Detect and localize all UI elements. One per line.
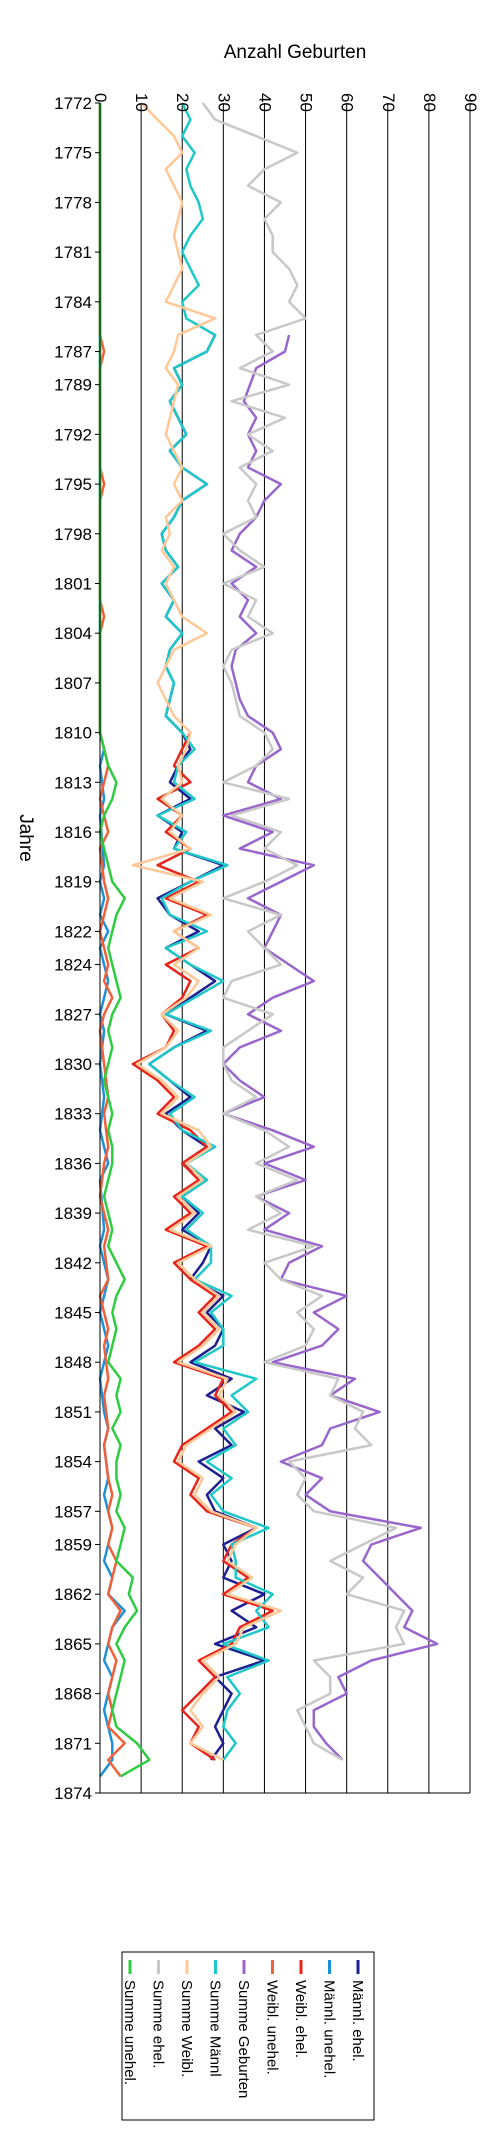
legend-label: Weibl. ehel. xyxy=(292,1980,309,2058)
legend-item: Summe Weibl. xyxy=(178,1960,195,2077)
year-tick-label: 1848 xyxy=(54,1353,92,1372)
year-tick-label: 1778 xyxy=(54,193,92,212)
legend-item: Männl. ehel. xyxy=(349,1960,366,2062)
value-tick-label: 90 xyxy=(461,93,480,112)
year-tick-label: 1871 xyxy=(54,1734,92,1753)
year-tick-label: 1798 xyxy=(54,525,92,544)
legend-item: Summe ehel. xyxy=(150,1960,167,2068)
year-tick-label: 1874 xyxy=(54,1784,92,1803)
year-tick-label: 1784 xyxy=(54,293,92,312)
year-tick-label: 1795 xyxy=(54,475,92,494)
value-tick-label: 40 xyxy=(255,93,274,112)
year-tick-label: 1854 xyxy=(54,1453,92,1472)
value-gridlines xyxy=(99,103,471,1793)
year-tick-label: 1772 xyxy=(54,94,92,113)
year-axis-title: Jahre xyxy=(15,814,36,862)
value-tick-label: 0 xyxy=(91,93,110,102)
year-tick-label: 1868 xyxy=(54,1685,92,1704)
value-tick-label: 20 xyxy=(173,93,192,112)
year-tick-label: 1845 xyxy=(54,1304,92,1323)
value-tick-label: 70 xyxy=(379,93,398,112)
legend-item: Weibl. unehel. xyxy=(264,1960,281,2075)
legend-item: Summe Geburten xyxy=(235,1960,252,2098)
year-tick-label: 1807 xyxy=(54,674,92,693)
value-tick-label: 80 xyxy=(420,93,439,112)
axes: 0 10 20 30 40 50 60 70 80 90 1772 1775 1778 1781 1784 1… xyxy=(54,93,480,1803)
legend-item: Weibl. ehel. xyxy=(292,1960,309,2058)
year-tick-label: 1865 xyxy=(54,1635,92,1654)
value-tick-label: 60 xyxy=(338,93,357,112)
year-tick-label: 1862 xyxy=(54,1585,92,1604)
series-lines xyxy=(98,102,439,1778)
series-line-2 xyxy=(131,732,274,1761)
legend-item: Männl. unehel. xyxy=(321,1960,338,2078)
value-tick-label: 30 xyxy=(214,93,233,112)
legend-box xyxy=(121,1951,375,2121)
legend-label: Summe Männl xyxy=(207,1980,224,2077)
legend-item: Summe unehel. xyxy=(121,1960,138,2085)
year-tick-label: 1842 xyxy=(54,1254,92,1273)
year-tick-label: 1819 xyxy=(54,873,92,892)
year-tick-label: 1781 xyxy=(54,243,92,262)
legend-label: Summe Geburten xyxy=(235,1980,252,2098)
value-tick-label: 10 xyxy=(132,93,151,112)
year-tick-label: 1839 xyxy=(54,1204,92,1223)
year-tick-label: 1851 xyxy=(54,1403,92,1422)
year-tick-label: 1787 xyxy=(54,343,92,362)
value-tick-label: 50 xyxy=(297,93,316,112)
year-tick-label: 1775 xyxy=(54,144,92,163)
value-axis-title: Anzahl Geburten xyxy=(224,42,367,63)
year-tick-label: 1792 xyxy=(54,425,92,444)
year-tick-label: 1813 xyxy=(54,773,92,792)
series-line-8 xyxy=(98,103,151,1778)
legend-label: Männl. ehel. xyxy=(349,1980,366,2062)
year-tick-label: 1827 xyxy=(54,1005,92,1024)
legend: Männl. ehel. Männl. unehel. Weibl. ehel. We… xyxy=(121,1951,375,2121)
year-tick-label: 1836 xyxy=(54,1154,92,1173)
legend-label: Summe ehel. xyxy=(150,1980,167,2068)
legend-label: Männl. unehel. xyxy=(321,1980,338,2078)
year-tick-label: 1822 xyxy=(54,922,92,941)
series-line-6 xyxy=(131,102,283,1762)
series-line-5 xyxy=(148,102,274,1761)
year-tick-label: 1789 xyxy=(54,376,92,395)
year-tick-label: 1824 xyxy=(54,956,92,975)
year-tick-label: 1833 xyxy=(54,1105,92,1124)
series-line-4 xyxy=(222,334,439,1761)
legend-label: Weibl. unehel. xyxy=(264,1980,281,2075)
year-tick-label: 1804 xyxy=(54,624,92,643)
year-tick-label: 1830 xyxy=(54,1055,92,1074)
year-tick-label: 1857 xyxy=(54,1502,92,1521)
year-tick-label: 1810 xyxy=(54,724,92,743)
year-tick-label: 1801 xyxy=(54,574,92,593)
legend-label: Summe unehel. xyxy=(121,1980,138,2085)
legend-label: Summe Weibl. xyxy=(178,1980,195,2077)
legend-item: Summe Männl xyxy=(207,1960,224,2077)
year-tick-label: 1859 xyxy=(54,1535,92,1554)
series-line-7 xyxy=(201,102,406,1761)
year-tick-label: 1816 xyxy=(54,823,92,842)
